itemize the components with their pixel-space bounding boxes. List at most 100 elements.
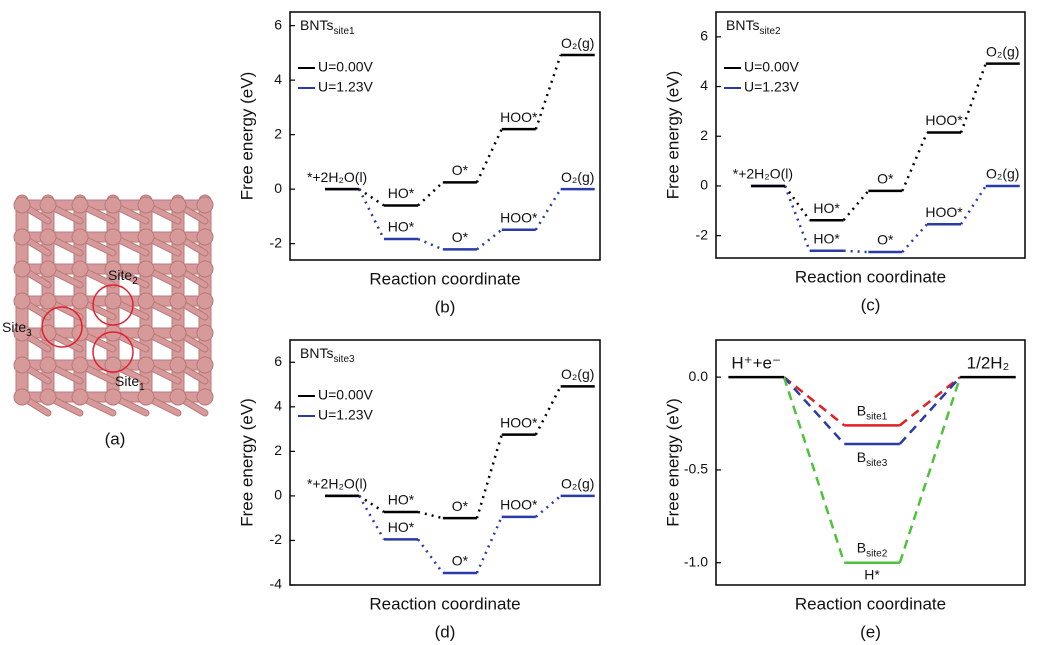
atom [138,357,154,373]
chart-title-main: BNTs [726,17,759,33]
connector [359,496,384,539]
connector [536,386,561,434]
state-label: HO* [813,230,840,246]
y-tick-label: 0 [274,487,282,503]
connector [536,55,561,129]
chart-title-main: BNTs [300,345,333,361]
atom [105,229,121,245]
state-label: O* [877,232,894,248]
state-label: H⁺+e⁻ [731,354,781,373]
atom [14,293,30,309]
y-axis-label: Free energy (eV) [237,72,256,201]
state-label: O* [452,553,469,569]
atom [72,229,88,245]
state-label: O₂(g) [986,43,1019,59]
y-axis-label: Free energy (eV) [663,71,682,200]
x-axis-label: Reaction coordinate [369,594,520,613]
series-label-main: B [857,449,866,465]
atom [14,261,30,277]
site-label-main: Site [108,267,132,283]
chart-title-main: BNTs [300,17,333,33]
state-label: HO* [388,219,415,235]
connector [477,435,502,519]
atom [170,325,186,341]
y-tick-label: 6 [274,16,282,32]
state-label: *+2H₂O(l) [307,476,367,492]
state-label: O₂(g) [561,366,594,382]
panel-label: (e) [860,622,881,641]
atom [72,293,88,309]
atom [40,293,56,309]
atom [197,261,213,277]
figure: (a) Site2Site3Site1-20246Free energy (eV… [0,0,1051,645]
state-label: HOO* [925,112,963,128]
y-tick-label: -2 [270,234,283,250]
atom [170,261,186,277]
chart-title: BNTssite3 [300,345,355,365]
legend-label: U=0.00V [744,59,800,75]
atom [197,325,213,341]
atom [197,197,213,213]
legend-label: U=1.23V [318,407,374,423]
state-label: O* [452,229,469,245]
y-tick-label: 4 [274,398,282,414]
series-label: Bsite1 [857,402,888,422]
atom [72,389,88,405]
connector [785,186,810,251]
connector [536,189,561,230]
y-tick-label: 0 [700,177,708,193]
connector [536,496,561,517]
connector [477,230,502,250]
y-tick-label: -2 [270,531,283,547]
site-label-main: Site [2,319,26,335]
legend-label: U=1.23V [318,79,374,95]
connector [784,377,844,563]
series-label-sub: site3 [866,458,888,469]
atom [14,197,30,213]
state-label: H* [864,566,880,582]
state-label: O* [877,171,894,187]
atom [40,357,56,373]
atom [170,293,186,309]
state-label: HO* [388,492,415,508]
atom [72,325,88,341]
atom [197,293,213,309]
state-label: HOO* [500,414,538,430]
y-axis-label: Free energy (eV) [663,398,682,527]
connector [418,239,443,249]
x-axis-label: Reaction coordinate [369,269,520,288]
atom [138,325,154,341]
site-label-sub: 2 [132,276,138,287]
chart-title: BNTssite2 [726,17,781,37]
y-tick-label: 6 [274,353,282,369]
connector [477,517,502,573]
series-label: Bsite2 [857,539,888,559]
panel-label: (b) [435,297,456,316]
y-tick-label: 6 [700,28,708,44]
atom [40,261,56,277]
panel-label: (d) [435,622,456,641]
structure-image [14,195,213,413]
state-label: O* [452,162,469,178]
series-label-sub: site1 [866,411,888,422]
y-tick-label: -2 [696,226,709,242]
legend-label: U=1.23V [744,79,800,95]
y-tick-label: 4 [274,71,282,87]
panel-label: (c) [861,295,881,314]
connector [900,377,960,444]
y-tick-label: -1.0 [684,553,708,569]
series-label-main: B [857,539,866,555]
state-label: 1/2H₂ [967,354,1010,373]
atom [138,261,154,277]
connector [900,377,960,563]
atom [197,357,213,373]
series-label-main: B [857,402,866,418]
site-label-main: Site [115,373,139,389]
state-label: O₂(g) [561,35,594,51]
atom [170,229,186,245]
atom [105,197,121,213]
y-tick-label: 2 [274,125,282,141]
atom [72,357,88,373]
connector [961,64,986,133]
y-axis-label: Free energy (eV) [237,398,256,527]
